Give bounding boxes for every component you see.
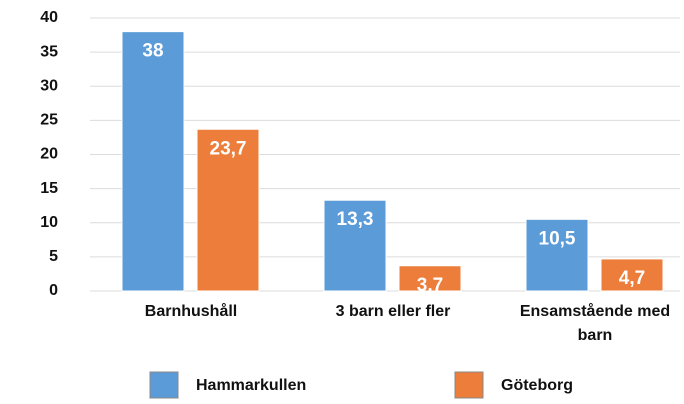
x-tick-label: Barnhushåll: [144, 303, 238, 320]
data-label: 4,7: [619, 268, 645, 289]
bar: [398, 265, 462, 292]
legend-label: Göteborg: [501, 377, 573, 394]
data-label: 13,3: [337, 209, 374, 230]
x-tick-label: Ensamstående med barn: [519, 303, 671, 344]
y-tick-label: 5: [49, 248, 58, 265]
bar: [196, 128, 260, 292]
x-tick-label: 3 barn eller fler: [335, 303, 451, 320]
y-tick-label: 10: [40, 214, 58, 231]
y-tick-label: 35: [40, 43, 58, 60]
bar: [121, 31, 185, 292]
y-tick-label: 40: [40, 9, 58, 26]
legend-label: Hammarkullen: [196, 377, 306, 394]
y-tick-label: 25: [40, 112, 58, 129]
y-tick-label: 20: [40, 146, 58, 163]
data-label: 23,7: [210, 138, 247, 159]
data-label: 38: [142, 41, 163, 62]
bar: [600, 258, 664, 292]
bar: [525, 218, 589, 292]
data-label: 3,7: [417, 275, 443, 296]
legend-swatch: [149, 371, 179, 399]
y-tick-label: 30: [40, 77, 58, 94]
legend-swatch: [454, 371, 484, 399]
y-tick-label: 15: [40, 180, 58, 197]
bar: [323, 199, 387, 292]
data-label: 10,5: [539, 228, 576, 249]
y-tick-label: 0: [49, 282, 58, 299]
